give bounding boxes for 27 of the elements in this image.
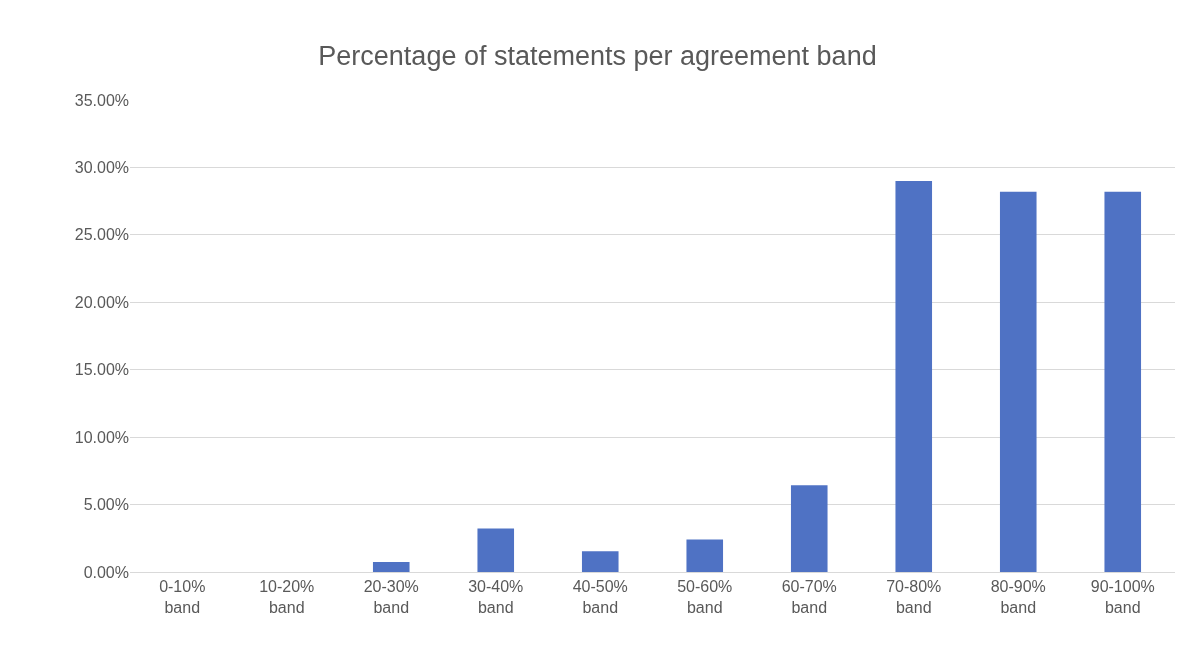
x-tick-label: 60-70% band bbox=[781, 578, 837, 616]
y-tick-label: 35.00% bbox=[74, 91, 129, 109]
bar bbox=[686, 539, 724, 572]
x-tick-label: 70-80% band bbox=[886, 578, 942, 616]
bar bbox=[372, 561, 410, 572]
chart-title: Percentage of statements per agreement band bbox=[318, 41, 877, 72]
x-tick-label: 0-10% band bbox=[159, 578, 206, 616]
y-tick-label: 0.00% bbox=[83, 563, 129, 581]
x-tick-label: 40-50% band bbox=[572, 578, 628, 616]
x-tick-label: 80-90% band bbox=[990, 578, 1046, 616]
y-tick-label: 20.00% bbox=[74, 293, 129, 311]
bar bbox=[999, 191, 1037, 572]
bar bbox=[895, 180, 933, 572]
bar bbox=[581, 551, 619, 572]
x-tick-label: 10-20% band bbox=[259, 578, 315, 616]
x-tick-label: 90-100% band bbox=[1090, 578, 1155, 616]
x-tick-label: 50-60% band bbox=[677, 578, 733, 616]
x-tick-label: 20-30% band bbox=[363, 578, 419, 616]
y-tick-label: 30.00% bbox=[74, 159, 129, 177]
bar bbox=[1104, 191, 1142, 572]
x-tick-label: 30-40% band bbox=[468, 578, 524, 616]
y-tick-label: 15.00% bbox=[74, 361, 129, 379]
bar bbox=[790, 485, 828, 572]
bar bbox=[477, 528, 515, 572]
y-tick-label: 10.00% bbox=[74, 428, 129, 446]
y-tick-label: 5.00% bbox=[83, 496, 129, 514]
y-tick-label: 25.00% bbox=[74, 226, 129, 244]
